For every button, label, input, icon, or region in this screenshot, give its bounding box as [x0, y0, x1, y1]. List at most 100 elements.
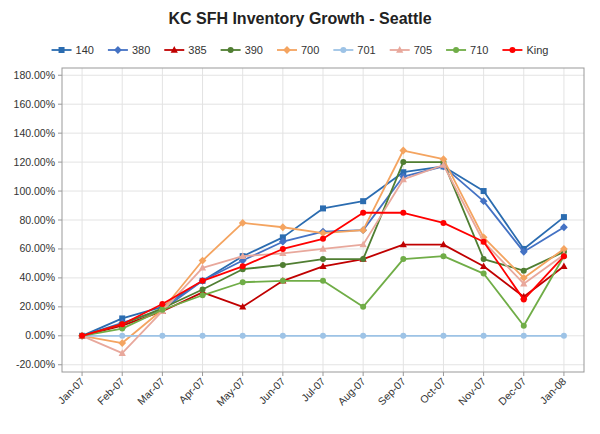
y-tick [58, 75, 62, 76]
point-marker [480, 238, 487, 245]
point-marker [360, 255, 367, 262]
point-marker [440, 253, 446, 259]
x-tick-label: Feb-07 [95, 375, 127, 407]
point-marker [200, 333, 206, 339]
y-tick-label: 180.00% [14, 69, 55, 81]
series [79, 210, 567, 339]
point-marker [561, 333, 567, 339]
point-marker [481, 271, 487, 277]
x-grid-line [82, 68, 83, 372]
x-tick-label: Jun-07 [256, 375, 287, 406]
legend-marker [114, 46, 122, 54]
x-tick [483, 372, 484, 376]
point-marker [360, 198, 366, 204]
point-marker [561, 253, 567, 259]
y-tick-label: 0.00% [25, 329, 55, 341]
point-marker [79, 333, 85, 339]
legend-item: 710 [446, 44, 488, 56]
y-tick [58, 191, 62, 192]
series [79, 253, 567, 339]
series-line [82, 165, 564, 353]
x-tick-label: May-07 [214, 375, 247, 408]
point-marker [481, 188, 487, 194]
y-tick-label: 160.00% [14, 98, 55, 110]
point-marker [440, 241, 447, 248]
point-marker [79, 333, 85, 339]
point-marker [480, 262, 487, 269]
point-marker [118, 339, 126, 347]
point-marker [200, 278, 206, 284]
point-marker [320, 278, 326, 284]
legend-item: 385 [164, 44, 206, 56]
series [78, 147, 568, 347]
point-marker [239, 252, 246, 259]
legend-item: 700 [277, 44, 319, 56]
point-marker [159, 307, 166, 314]
y-tick-label: 120.00% [14, 156, 55, 168]
y-tick [58, 104, 62, 105]
x-tick [82, 372, 83, 376]
point-marker [119, 321, 125, 327]
point-marker [400, 159, 406, 165]
x-tick-label: Jan-07 [55, 375, 86, 406]
y-tick-label: 40.00% [19, 271, 55, 283]
axes: -20.00%0.00%20.00%40.00%60.00%80.00%100.… [14, 68, 584, 408]
point-marker [360, 304, 366, 310]
point-marker [320, 205, 326, 211]
chart: KC SFH Inventory Growth - Seattle-20.00%… [0, 0, 600, 434]
series-line [82, 151, 564, 344]
point-marker [440, 220, 446, 226]
x-grid-line [403, 68, 404, 372]
point-marker [360, 256, 366, 262]
point-marker [360, 241, 367, 248]
series-line [82, 245, 564, 336]
legend-item: 705 [390, 44, 432, 56]
series [79, 159, 567, 339]
point-marker [240, 253, 246, 259]
legend-marker [283, 46, 291, 54]
x-grid-line [162, 68, 163, 372]
point-marker [561, 214, 567, 220]
x-tick [242, 372, 243, 376]
title: KC SFH Inventory Growth - Seattle [168, 10, 431, 27]
legend-marker [59, 47, 65, 53]
point-marker [240, 263, 246, 269]
point-marker [320, 236, 326, 242]
legend-label: 701 [357, 44, 375, 56]
point-marker [280, 246, 286, 252]
series-line [82, 256, 564, 336]
series [79, 333, 567, 339]
point-marker [440, 161, 447, 168]
legend-item: 380 [108, 44, 150, 56]
series [78, 161, 567, 356]
x-grid-line [323, 68, 324, 372]
x-tick-label: Apr-07 [176, 375, 207, 406]
series [78, 163, 568, 340]
point-marker [400, 241, 407, 248]
x-tick-label: Mar-07 [135, 375, 167, 407]
point-marker [280, 262, 286, 268]
legend-label: 140 [76, 44, 94, 56]
point-marker [119, 321, 125, 327]
point-marker [199, 257, 207, 265]
legend-label: 385 [188, 44, 206, 56]
point-marker [78, 332, 86, 340]
point-marker [78, 332, 86, 340]
legend-label: King [526, 44, 548, 56]
y-tick [58, 364, 62, 365]
point-marker [400, 176, 407, 183]
y-tick-label: 20.00% [19, 300, 55, 312]
legend-item: King [502, 44, 548, 56]
legend-item: 701 [333, 44, 375, 56]
x-tick-label: Aug-07 [335, 375, 368, 408]
y-tick [58, 335, 62, 336]
point-marker [199, 264, 206, 271]
y-tick-label: 60.00% [19, 242, 55, 254]
point-marker [360, 210, 366, 216]
x-tick [162, 372, 163, 376]
y-tick-label: 140.00% [14, 127, 55, 139]
point-marker [319, 229, 327, 237]
legend-label: 700 [301, 44, 319, 56]
legend-marker [171, 46, 178, 53]
point-marker [560, 223, 568, 231]
